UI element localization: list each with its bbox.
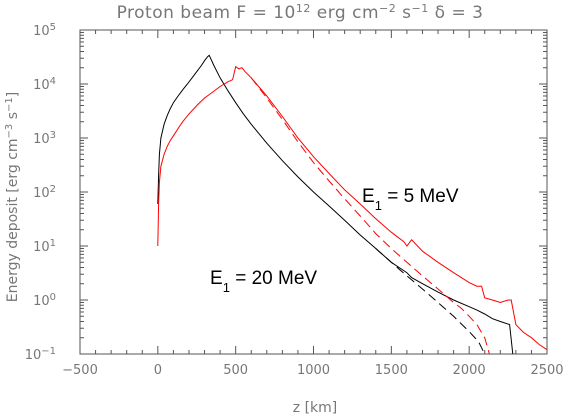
x-tick-label: −500 — [62, 363, 98, 378]
y-tick-label: 104 — [33, 76, 56, 94]
series-layer — [157, 54, 548, 355]
annot1-rest: = 5 MeV — [382, 186, 459, 207]
x-axis: −500 0 500 1000 1500 2000 2500 — [62, 30, 564, 378]
title-exp: 12 — [296, 2, 311, 15]
y-tick-label: 101 — [33, 238, 56, 256]
x-tick-label: 1500 — [375, 363, 408, 378]
title-exp3: −1 — [412, 2, 429, 15]
y-tick-label: 10−1 — [25, 346, 56, 364]
x-tick-label: 1000 — [297, 363, 330, 378]
series-line-black-dashed — [375, 248, 486, 355]
series-line-black-solid — [157, 54, 514, 355]
chart-title: Proton beam F = 1012 erg cm−2 s−1 δ = 3 — [117, 2, 484, 24]
x-tick-label: 500 — [223, 363, 248, 378]
ylabel-exp2: −1 — [4, 97, 15, 112]
y-tick-label: 100 — [33, 292, 56, 310]
ylabel-prefix: Energy deposit [erg cm — [5, 138, 21, 302]
title-mid2: s — [396, 3, 411, 23]
title-mid: erg cm — [311, 3, 379, 23]
x-tick-label: 2000 — [453, 363, 486, 378]
annot2-base: E — [210, 268, 223, 289]
series-line-red-dashed — [250, 77, 490, 355]
annot2-sub: 1 — [223, 280, 230, 295]
y-axis: 10−1 100 101 102 103 104 105 — [25, 22, 547, 364]
x-axis-title: z [km] — [293, 400, 337, 416]
annotation-e1-5mev: E1 = 5 MeV — [362, 186, 459, 213]
annot1-sub: 1 — [375, 198, 382, 213]
ylabel-exp: −3 — [4, 124, 15, 139]
title-prefix: Proton beam F = 10 — [117, 3, 296, 23]
y-tick-label: 102 — [33, 184, 56, 202]
title-exp2: −2 — [379, 2, 396, 15]
annot1-base: E — [362, 186, 375, 207]
annot2-rest: = 20 MeV — [230, 268, 317, 289]
series-line-red-solid — [157, 65, 548, 351]
y-tick-label: 105 — [33, 22, 56, 40]
ylabel-mid: s — [5, 112, 21, 124]
annotation-e1-20mev: E1 = 20 MeV — [210, 268, 317, 295]
x-tick-label: 0 — [154, 363, 162, 378]
ylabel-suffix: ] — [5, 92, 21, 97]
y-axis-title: Energy deposit [erg cm−3 s−1] — [4, 92, 22, 303]
title-suffix: δ = 3 — [429, 3, 484, 23]
x-tick-label: 2500 — [530, 363, 563, 378]
y-tick-label: 103 — [33, 130, 56, 148]
